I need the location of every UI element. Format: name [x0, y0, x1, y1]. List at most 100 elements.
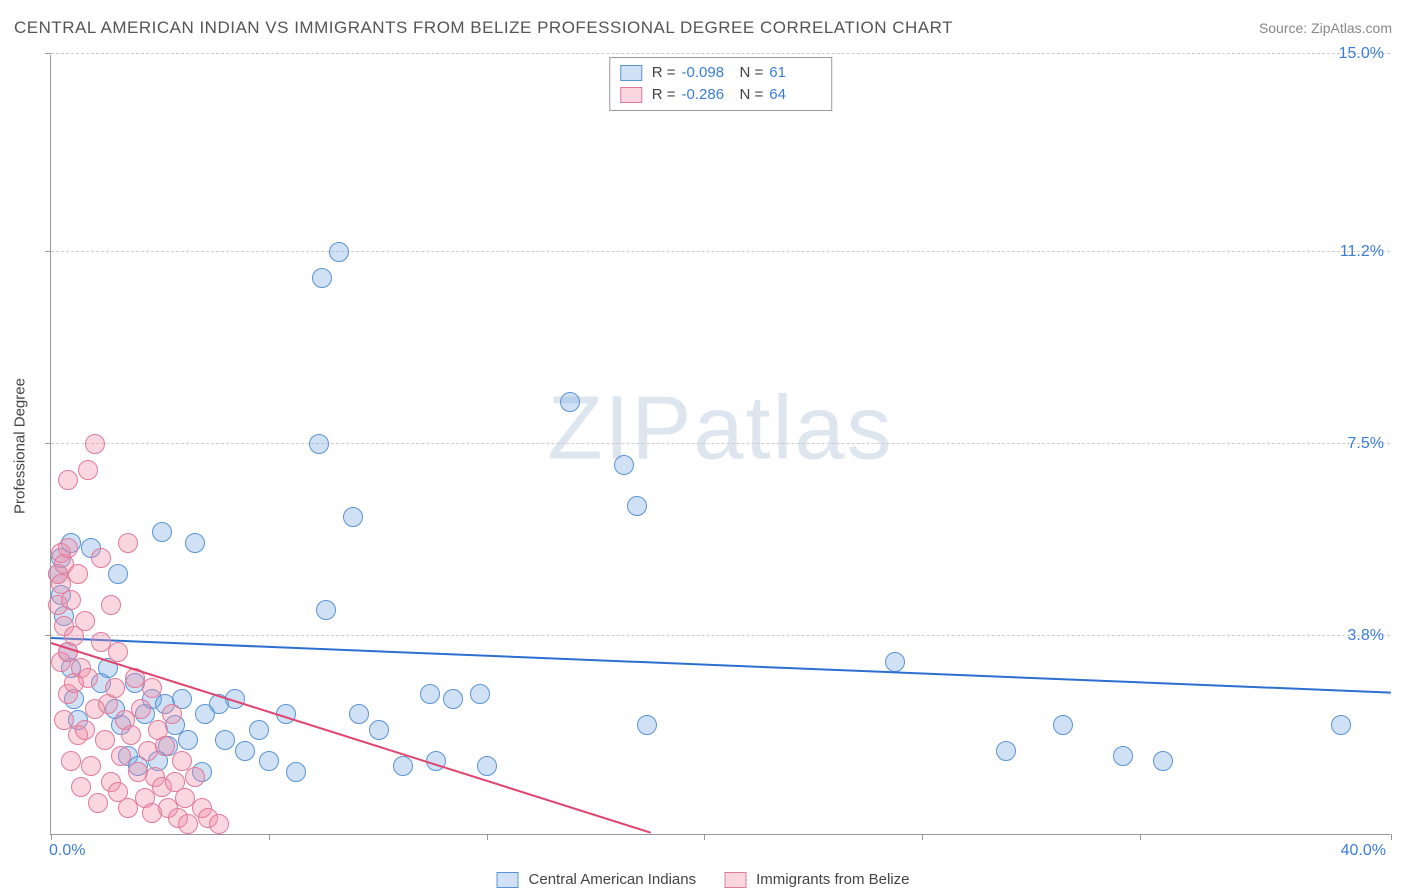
stats-row-belize: R =-0.286N =64	[620, 84, 822, 106]
data-point-cai[interactable]	[1113, 746, 1133, 766]
data-point-belize[interactable]	[155, 736, 175, 756]
data-point-cai[interactable]	[185, 533, 205, 553]
data-point-belize[interactable]	[101, 595, 121, 615]
data-point-cai[interactable]	[249, 720, 269, 740]
data-point-cai[interactable]	[420, 684, 440, 704]
x-tick	[269, 834, 270, 840]
legend-label: Central American Indians	[529, 871, 697, 888]
data-point-belize[interactable]	[178, 814, 198, 834]
y-tick-label: 11.2%	[1340, 243, 1384, 261]
y-tick	[45, 443, 51, 444]
data-point-belize[interactable]	[75, 720, 95, 740]
data-point-cai[interactable]	[996, 741, 1016, 761]
data-point-belize[interactable]	[209, 814, 229, 834]
legend-item-cai[interactable]: Central American Indians	[497, 871, 697, 888]
data-point-cai[interactable]	[259, 751, 279, 771]
n-value: 64	[769, 84, 821, 106]
x-tick	[704, 834, 705, 840]
data-point-belize[interactable]	[131, 699, 151, 719]
r-label: R =	[652, 84, 676, 106]
data-point-cai[interactable]	[637, 715, 657, 735]
chart-header: CENTRAL AMERICAN INDIAN VS IMMIGRANTS FR…	[14, 18, 1392, 38]
data-point-cai[interactable]	[329, 242, 349, 262]
y-axis-title: Professional Degree	[12, 378, 29, 514]
data-point-cai[interactable]	[178, 730, 198, 750]
data-point-belize[interactable]	[58, 470, 78, 490]
data-point-belize[interactable]	[118, 533, 138, 553]
data-point-cai[interactable]	[316, 600, 336, 620]
watermark: ZIPatlas	[547, 377, 893, 480]
data-point-belize[interactable]	[85, 434, 105, 454]
trend-line-cai	[51, 637, 1391, 694]
data-point-belize[interactable]	[108, 642, 128, 662]
data-point-belize[interactable]	[58, 538, 78, 558]
data-point-belize[interactable]	[95, 730, 115, 750]
legend-swatch-belize	[724, 872, 746, 888]
data-point-cai[interactable]	[152, 522, 172, 542]
y-tick-label: 15.0%	[1339, 45, 1384, 63]
data-point-cai[interactable]	[286, 762, 306, 782]
data-point-cai[interactable]	[1153, 751, 1173, 771]
source-prefix: Source:	[1259, 20, 1311, 36]
data-point-cai[interactable]	[393, 756, 413, 776]
data-point-belize[interactable]	[162, 704, 182, 724]
data-point-cai[interactable]	[560, 392, 580, 412]
data-point-cai[interactable]	[470, 684, 490, 704]
data-point-cai[interactable]	[343, 507, 363, 527]
x-tick	[1140, 834, 1141, 840]
data-point-cai[interactable]	[1331, 715, 1351, 735]
data-point-cai[interactable]	[349, 704, 369, 724]
data-point-cai[interactable]	[885, 652, 905, 672]
data-point-cai[interactable]	[309, 434, 329, 454]
data-point-belize[interactable]	[185, 767, 205, 787]
r-value: -0.286	[682, 84, 734, 106]
data-point-belize[interactable]	[105, 678, 125, 698]
data-point-belize[interactable]	[111, 746, 131, 766]
data-point-belize[interactable]	[71, 777, 91, 797]
data-point-belize[interactable]	[61, 590, 81, 610]
data-point-belize[interactable]	[75, 611, 95, 631]
data-point-cai[interactable]	[312, 268, 332, 288]
legend-item-belize[interactable]: Immigrants from Belize	[724, 871, 909, 888]
data-point-cai[interactable]	[443, 689, 463, 709]
data-point-belize[interactable]	[81, 756, 101, 776]
x-axis-max-label: 40.0%	[1341, 842, 1386, 860]
grid-line	[51, 251, 1390, 252]
x-axis-min-label: 0.0%	[49, 842, 85, 860]
n-value: 61	[769, 62, 821, 84]
data-point-belize[interactable]	[68, 564, 88, 584]
grid-line	[51, 53, 1390, 54]
y-tick	[45, 53, 51, 54]
data-point-cai[interactable]	[108, 564, 128, 584]
data-point-cai[interactable]	[235, 741, 255, 761]
data-point-cai[interactable]	[369, 720, 389, 740]
data-point-belize[interactable]	[88, 793, 108, 813]
chart-title: CENTRAL AMERICAN INDIAN VS IMMIGRANTS FR…	[14, 18, 953, 38]
x-tick	[51, 834, 52, 840]
data-point-cai[interactable]	[477, 756, 497, 776]
y-tick-label: 7.5%	[1348, 435, 1384, 453]
data-point-cai[interactable]	[215, 730, 235, 750]
data-point-belize[interactable]	[121, 725, 141, 745]
data-point-cai[interactable]	[1053, 715, 1073, 735]
data-point-cai[interactable]	[627, 496, 647, 516]
data-point-belize[interactable]	[91, 548, 111, 568]
y-tick-label: 3.8%	[1348, 627, 1384, 645]
stats-box: R =-0.098N =61R =-0.286N =64	[609, 57, 833, 111]
data-point-belize[interactable]	[61, 751, 81, 771]
source-name[interactable]: ZipAtlas.com	[1311, 20, 1392, 36]
grid-line	[51, 635, 1390, 636]
swatch-cai	[620, 65, 642, 81]
legend: Central American Indians Immigrants from …	[497, 871, 910, 888]
data-point-cai[interactable]	[614, 455, 634, 475]
r-value: -0.098	[682, 62, 734, 84]
y-tick	[45, 251, 51, 252]
data-point-belize[interactable]	[142, 678, 162, 698]
r-label: R =	[652, 62, 676, 84]
data-point-belize[interactable]	[78, 668, 98, 688]
legend-swatch-cai	[497, 872, 519, 888]
x-tick	[487, 834, 488, 840]
data-point-belize[interactable]	[78, 460, 98, 480]
x-tick	[1391, 834, 1392, 840]
grid-line	[51, 443, 1390, 444]
